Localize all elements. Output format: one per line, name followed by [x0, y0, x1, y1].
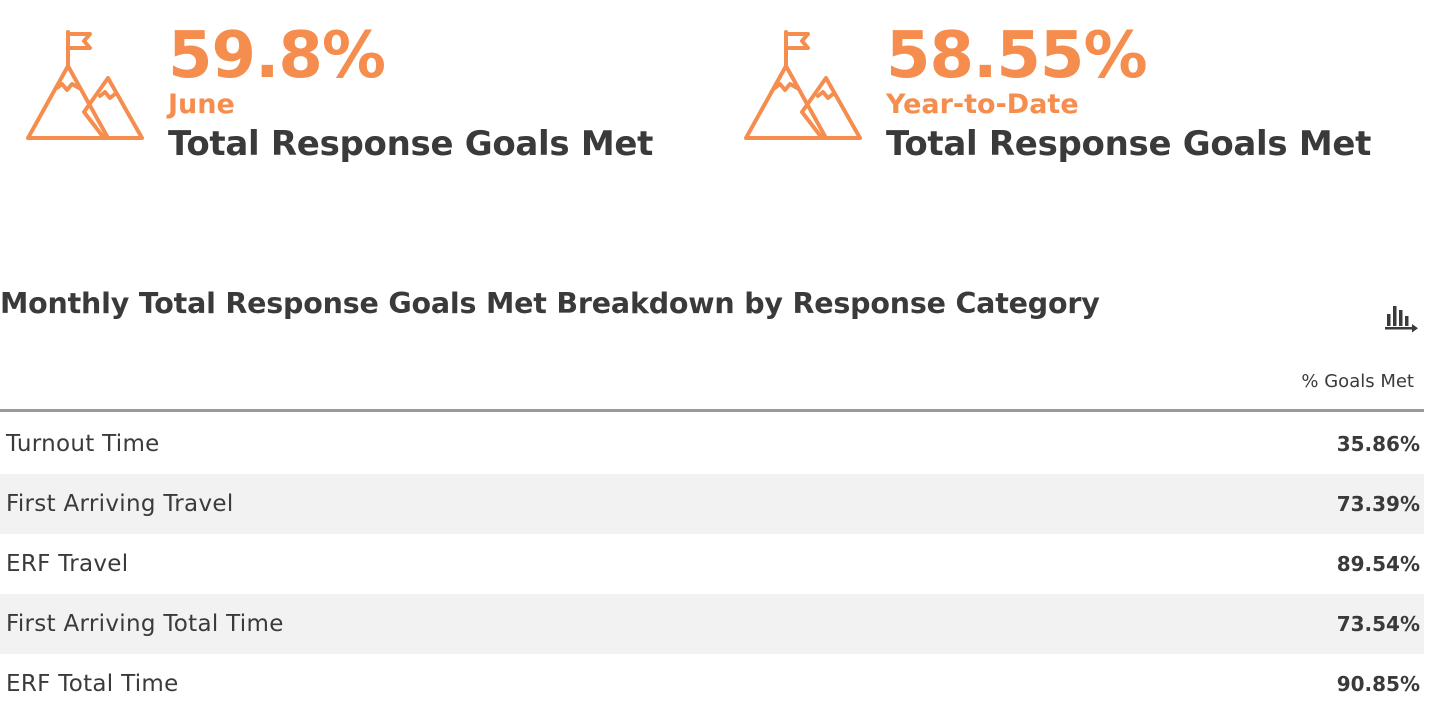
kpi-value: 59.8%	[168, 19, 386, 93]
row-label: ERF Travel	[6, 551, 129, 577]
kpi-value: 58.55%	[886, 19, 1148, 93]
table-row: Turnout Time 35.86%	[0, 414, 1424, 474]
kpi-year-to-date: 58.55% Year-to-Date Total Response Goals…	[742, 22, 1432, 192]
row-value: 73.39%	[1336, 492, 1420, 516]
bar-chart-icon[interactable]	[1382, 298, 1420, 336]
table-row: First Arriving Total Time 73.54%	[0, 594, 1424, 654]
table-row: ERF Total Time 90.85%	[0, 654, 1424, 714]
row-label: First Arriving Total Time	[6, 611, 284, 637]
table-header-divider	[0, 409, 1424, 412]
kpi-caption: Total Response Goals Met	[168, 124, 654, 164]
row-label: First Arriving Travel	[6, 491, 234, 517]
mountain-flag-icon	[26, 30, 144, 140]
table-row: ERF Travel 89.54%	[0, 534, 1424, 594]
kpi-period: Year-to-Date	[886, 89, 1079, 120]
breakdown-table: Turnout Time 35.86% First Arriving Trave…	[0, 414, 1424, 714]
mountain-flag-icon	[744, 30, 862, 140]
breakdown-title: Monthly Total Response Goals Met Breakdo…	[0, 287, 1100, 320]
row-value: 35.86%	[1336, 432, 1420, 456]
kpi-caption: Total Response Goals Met	[886, 124, 1372, 164]
kpi-ytd-text: 58.55% Year-to-Date Total Response Goals…	[886, 22, 1371, 168]
row-label: ERF Total Time	[6, 671, 179, 697]
row-value: 90.85%	[1336, 672, 1420, 696]
table-row: First Arriving Travel 73.39%	[0, 474, 1424, 534]
kpi-june-text: 59.8% June Total Response Goals Met	[168, 22, 653, 168]
kpi-june: 59.8% June Total Response Goals Met	[24, 22, 704, 192]
row-value: 89.54%	[1336, 552, 1420, 576]
kpi-period: June	[168, 89, 235, 120]
row-label: Turnout Time	[6, 431, 160, 457]
row-value: 73.54%	[1336, 612, 1420, 636]
column-header-goals-met: % Goals Met	[1301, 371, 1414, 392]
